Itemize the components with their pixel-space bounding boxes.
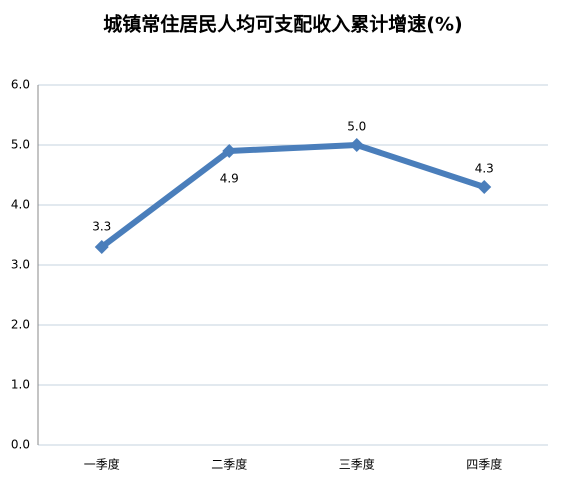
data-label: 3.3 [92, 220, 111, 234]
data-label: 4.9 [220, 172, 239, 186]
y-tick-label: 0.0 [11, 438, 30, 452]
data-marker [349, 138, 364, 152]
x-tick-label: 一季度 [84, 457, 120, 472]
y-tick-label: 4.0 [11, 198, 30, 212]
data-line [99, 142, 486, 250]
data-label: 4.3 [475, 162, 494, 176]
data-marker [222, 144, 237, 158]
x-tick-label: 四季度 [466, 457, 502, 472]
x-tick-label: 三季度 [339, 457, 375, 472]
data-label: 5.0 [347, 120, 366, 134]
data-marker [477, 180, 492, 194]
y-tick-label: 3.0 [11, 258, 30, 272]
x-tick-label: 二季度 [211, 457, 247, 472]
chart-title: 城镇常住居民人均可支配收入累计增速(%) [103, 13, 462, 36]
data-marker [94, 240, 109, 254]
y-tick-label: 2.0 [11, 318, 30, 332]
y-tick-label: 6.0 [11, 78, 30, 92]
y-tick-label: 5.0 [11, 138, 30, 152]
y-tick-label: 1.0 [11, 378, 30, 392]
